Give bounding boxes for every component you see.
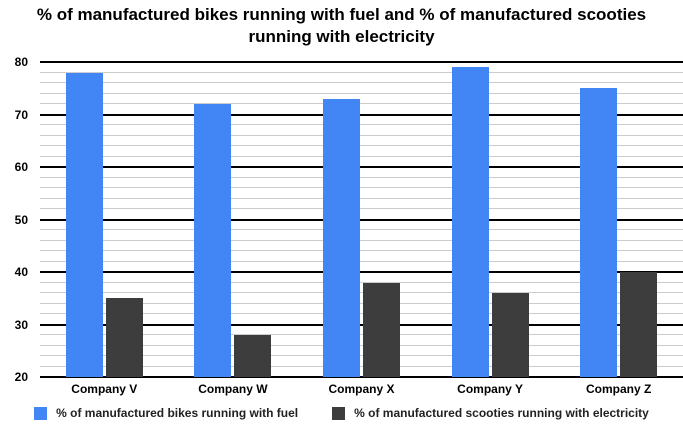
bar[interactable] [234, 335, 272, 377]
legend-label: % of manufactured bikes running with fue… [56, 406, 299, 420]
gridline-minor [40, 176, 683, 178]
bar[interactable] [322, 98, 360, 377]
gridline-minor [40, 82, 683, 83]
gridline-minor [40, 187, 683, 188]
x-axis-label: Company Y [457, 382, 523, 396]
bar-group [426, 62, 555, 377]
gridline-minor [40, 313, 683, 314]
legend-item: % of manufactured scooties running with … [332, 406, 649, 420]
gridline-minor [40, 134, 683, 136]
bar[interactable] [362, 282, 400, 377]
gridline-minor [40, 155, 683, 157]
gridline-minor [40, 344, 683, 346]
gridline-major [40, 376, 683, 378]
x-axis: Company V Company W Company X Company Y Comp… [40, 382, 683, 396]
bar[interactable] [491, 293, 529, 377]
gridline-minor [40, 71, 683, 73]
y-axis-label: 50 [14, 212, 28, 227]
bar-group [554, 62, 683, 377]
gridline-minor [40, 365, 683, 367]
y-axis-label: 70 [14, 107, 28, 122]
bar[interactable] [580, 88, 618, 377]
bar-group [297, 62, 426, 377]
y-axis-label: 60 [14, 160, 28, 174]
gridline-minor [40, 292, 683, 293]
gridline-minor [40, 145, 683, 146]
x-axis-label: Company V [71, 382, 138, 396]
gridline-minor [40, 334, 683, 335]
gridline-minor [40, 355, 683, 356]
legend-label: % of manufactured scooties running with … [354, 406, 649, 420]
bar-group [169, 62, 298, 377]
gridline-minor [40, 260, 683, 262]
y-axis: 20 30 40 50 60 70 80 [0, 56, 33, 383]
legend-swatch [34, 406, 48, 420]
gridline-minor [40, 250, 683, 251]
gridline-minor [40, 124, 683, 125]
bar-group [40, 62, 169, 377]
x-axis-label: Company W [198, 382, 268, 396]
legend: % of manufactured bikes running with fue… [0, 406, 683, 420]
gridline-major [40, 271, 683, 273]
plot-area [40, 61, 683, 378]
y-axis-label: 80 [14, 55, 28, 69]
gridline-minor [40, 197, 683, 199]
gridline-major [40, 323, 683, 326]
gridline-minor [40, 229, 683, 230]
x-axis-label: Company Z [586, 382, 652, 396]
y-axis-label: 30 [14, 317, 28, 332]
bar[interactable] [105, 298, 143, 377]
gridline-minor [40, 239, 683, 241]
gridline-major [40, 218, 683, 221]
gridline-major [40, 61, 683, 63]
gridline-major [40, 113, 683, 116]
bar[interactable] [65, 72, 103, 377]
bar[interactable] [194, 104, 232, 377]
bar[interactable] [620, 272, 658, 377]
gridline-minor [40, 103, 683, 104]
bars-layer [40, 62, 683, 377]
gridline-minor [40, 302, 683, 304]
legend-swatch [332, 406, 346, 420]
x-axis-label: Company X [328, 382, 395, 396]
chart-title: % of manufactured bikes running with fue… [36, 5, 647, 46]
gridline-major [40, 166, 683, 168]
gridline-minor [40, 281, 683, 283]
y-axis-label: 20 [14, 370, 28, 384]
legend-item: % of manufactured bikes running with fue… [34, 406, 298, 420]
gridline-minor [40, 92, 683, 94]
y-axis-label: 40 [14, 265, 28, 279]
gridline-minor [40, 208, 683, 209]
bar[interactable] [451, 67, 489, 377]
